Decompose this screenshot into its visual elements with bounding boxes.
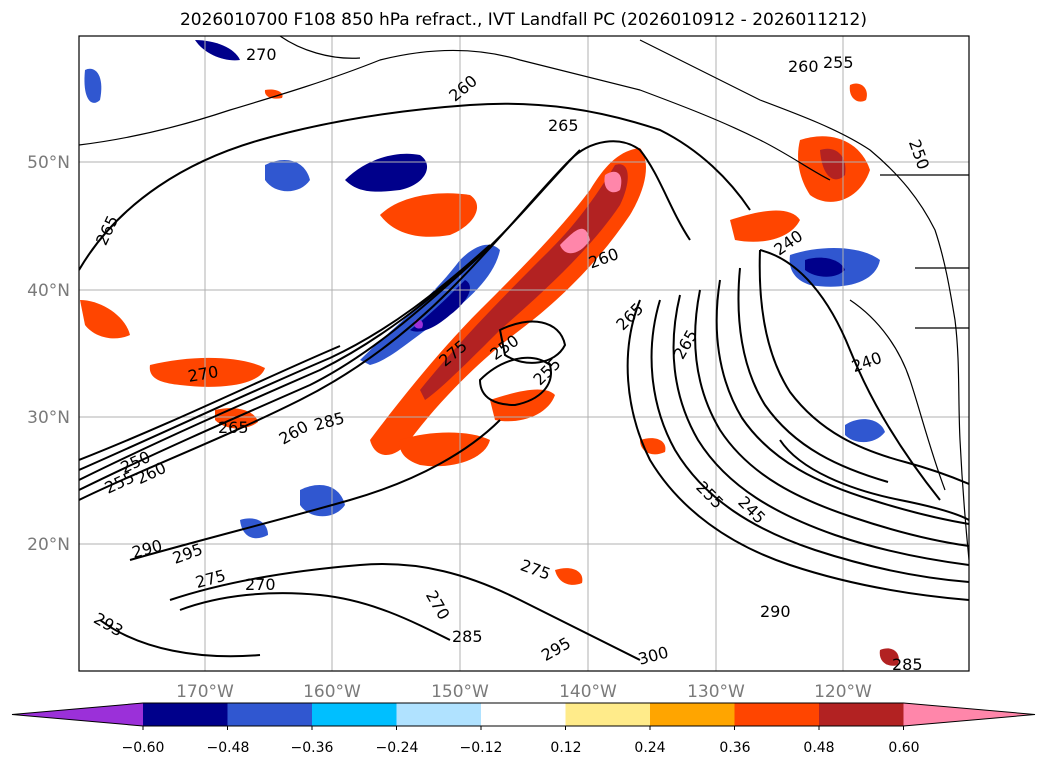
colorbar-segment (12, 703, 143, 726)
colorbar-tick-label: 0.48 (803, 740, 834, 756)
latitude-tick-label: 50°N (27, 153, 70, 173)
colorbar-tick-label: −0.60 (122, 740, 165, 756)
contour-lines (79, 102, 969, 661)
colorbar (11, 702, 1036, 730)
colorbar-segment (565, 703, 651, 726)
longitude-axis: 170°W 160°W 150°W 140°W 130°W 120°W (176, 682, 872, 702)
colorbar-tick-label: −0.48 (207, 740, 250, 756)
contour-label: 270 (246, 45, 277, 64)
contour-label: 290 (760, 602, 791, 621)
map-title: 2026010700 F108 850 hPa refract., IVT La… (179, 10, 867, 30)
colorbar-segment (650, 703, 735, 726)
colorbar-segment (903, 703, 1035, 726)
longitude-tick-label: 160°W (303, 682, 361, 702)
colorbar-tick-label: −0.36 (291, 740, 334, 756)
colorbar-segment (396, 703, 482, 726)
colorbar-segment (819, 703, 904, 726)
contour-label: 265 (218, 418, 249, 437)
contour-label: 285 (452, 627, 483, 646)
colorbar-tick-labels: −0.60 −0.48 −0.36 −0.24 −0.12 0.12 0.24 … (122, 740, 920, 756)
latitude-tick-label: 20°N (27, 535, 70, 555)
longitude-tick-label: 170°W (176, 682, 234, 702)
contour-label: 270 (245, 575, 276, 594)
map-frame (78, 35, 970, 672)
latitude-tick-label: 40°N (27, 281, 70, 301)
colorbar-segment (481, 703, 566, 726)
graticule (79, 36, 969, 671)
colorbar-tick-label: −0.12 (460, 740, 503, 756)
longitude-tick-label: 150°W (431, 682, 489, 702)
colorbar-tick-label: 0.60 (888, 740, 919, 756)
longitude-tick-label: 130°W (687, 682, 745, 702)
colorbar-tick-label: −0.24 (376, 740, 419, 756)
colorbar-tick-label: 0.24 (634, 740, 665, 756)
longitude-tick-label: 140°W (559, 682, 617, 702)
contour-label: 260 (788, 57, 819, 76)
colorbar-segment (312, 703, 397, 726)
latitude-axis: 50°N 40°N 30°N 20°N (27, 153, 70, 555)
coastline (79, 36, 969, 561)
colorbar-segment (227, 703, 313, 726)
latitude-tick-label: 30°N (27, 408, 70, 428)
map-area: 270 260 265 255 260 265 250 240 260 265 … (79, 36, 969, 674)
colorbar-tick-label: 0.12 (550, 740, 581, 756)
colorbar-segment (143, 703, 228, 726)
contour-label: 265 (548, 116, 579, 135)
colorbar-tick-label: 0.36 (719, 740, 750, 756)
contour-label: 255 (823, 53, 854, 72)
contour-label: 285 (892, 655, 923, 674)
colorbar-segment (734, 703, 820, 726)
longitude-tick-label: 120°W (814, 682, 872, 702)
